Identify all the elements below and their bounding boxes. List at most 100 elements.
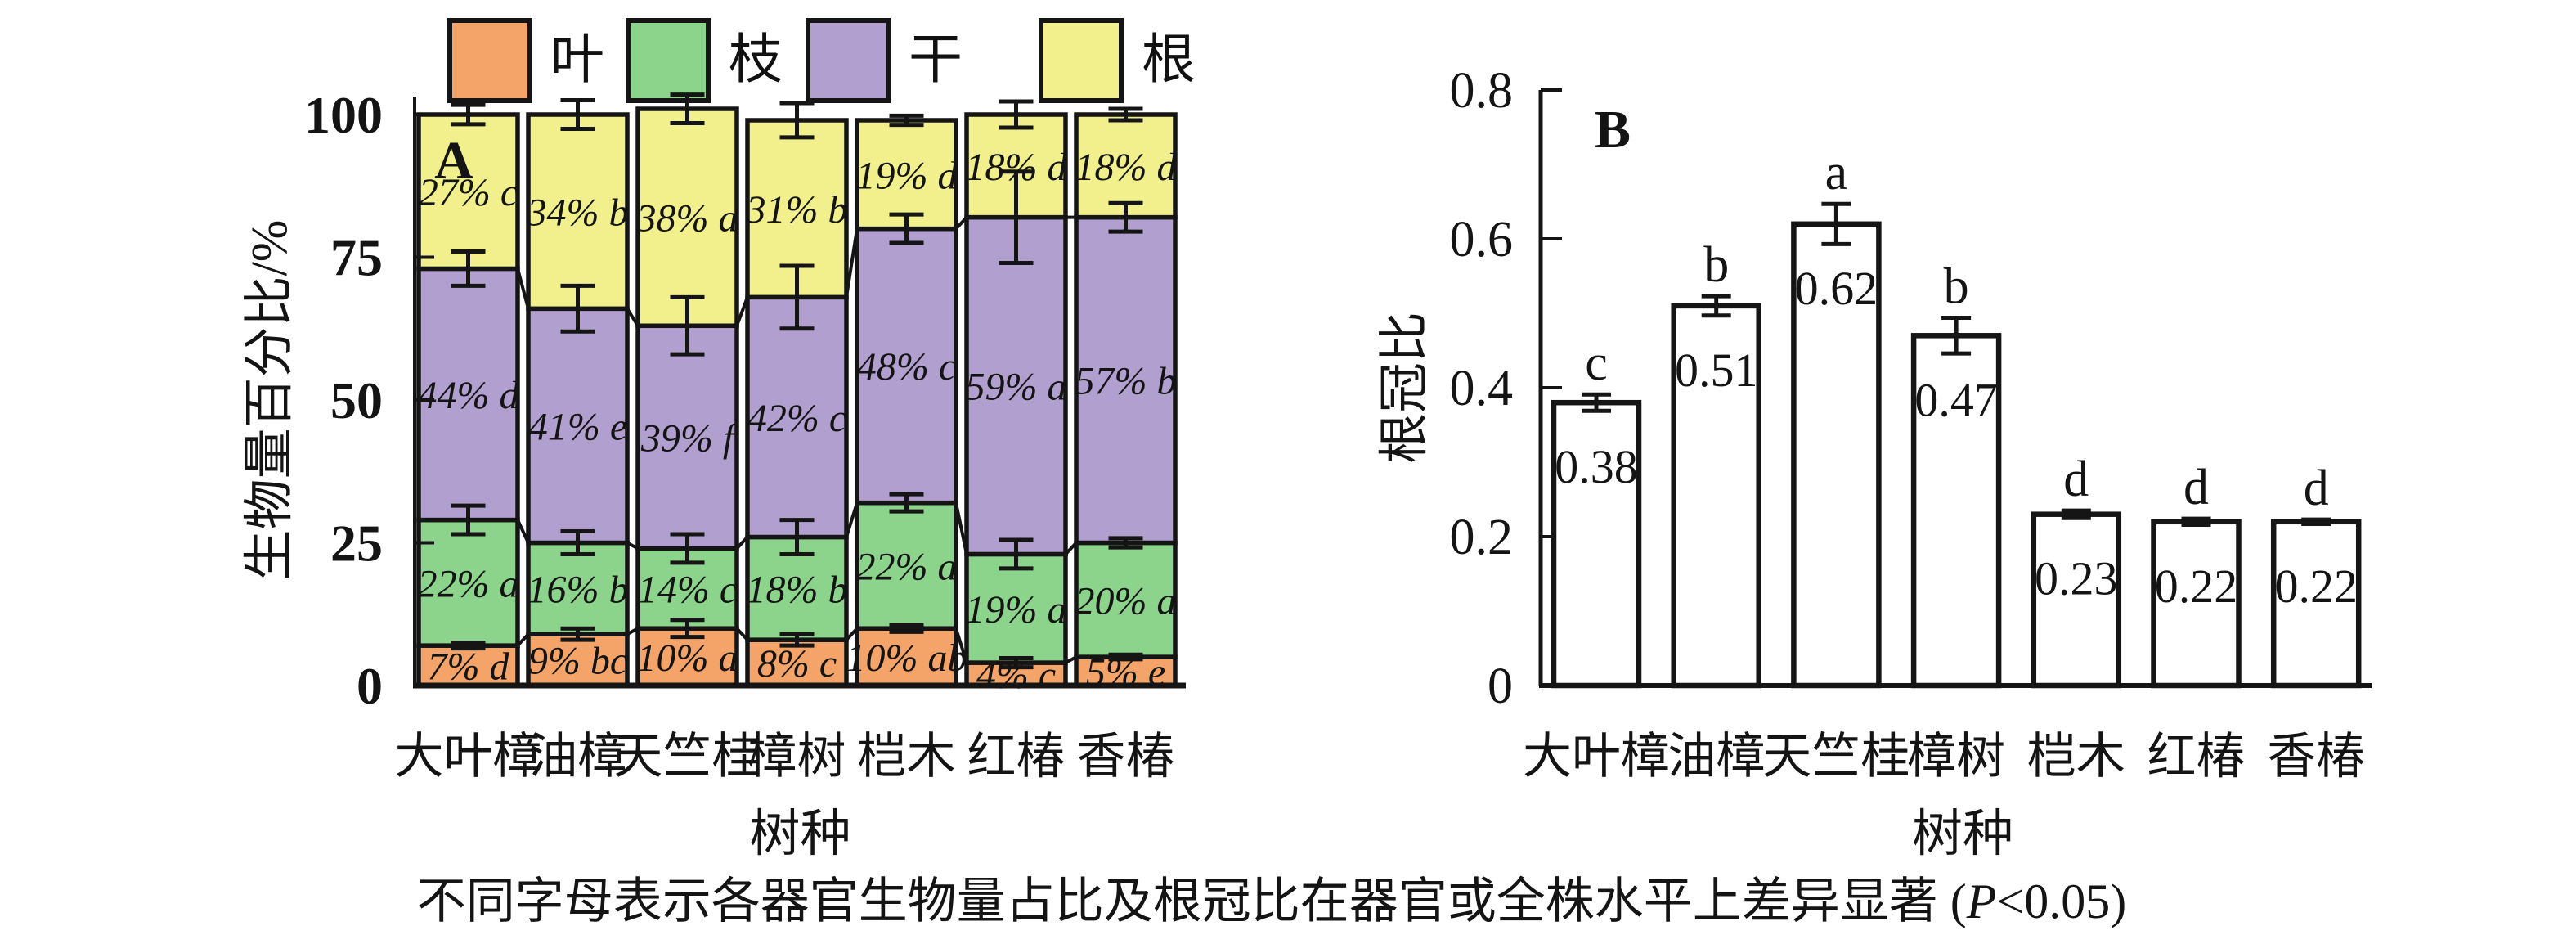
error-bar: [670, 618, 705, 640]
segment-connector: [735, 536, 749, 550]
segment-label: 16% b: [527, 568, 629, 611]
segment-connector: [954, 216, 968, 230]
segment-label: 22% a: [418, 562, 519, 605]
x-category-label: 油樟: [529, 730, 627, 784]
segment-label: 48% c: [857, 345, 956, 389]
error-bar: [670, 92, 705, 125]
y-tick-label: 0: [357, 657, 383, 715]
y-tick-label: 75: [330, 229, 383, 287]
error-bar: [451, 503, 486, 537]
error-bar: [889, 492, 924, 514]
caption-text: 不同字母表示各器官生物量占比及根冠比在器官或全株水平上差异显著 (: [416, 874, 1967, 928]
error-bar: [1821, 201, 1851, 246]
segment-label: 9% bc: [528, 640, 627, 683]
x-category-label: 樟树: [748, 730, 846, 784]
significance-letter: b: [1944, 258, 1969, 314]
segment-label: 18% d: [1075, 146, 1178, 189]
segment-label: 41% e: [528, 405, 627, 448]
legend-swatch-leaf: [447, 18, 532, 103]
error-bar: [1108, 536, 1143, 550]
segment-connector: [954, 502, 968, 555]
bar-value-label: 0.47: [1914, 373, 1998, 426]
caption-p-symbol: P: [1966, 874, 1997, 928]
segment-label: 44% d: [418, 374, 520, 417]
error-bar: [451, 641, 486, 651]
x-category-label: 天竺桂: [614, 730, 761, 784]
bar: [2270, 519, 2362, 689]
segment-label: 34% b: [527, 191, 629, 235]
y-tick-label: 0.6: [1450, 212, 1514, 267]
segment-label: 7% d: [428, 645, 510, 689]
legend-item-root: 根: [1039, 18, 1196, 103]
segment-label: 19% d: [856, 154, 958, 197]
bar-value-label: 0.23: [2035, 552, 2118, 605]
significance-letter: a: [1825, 145, 1848, 200]
segment-connector: [1065, 655, 1077, 664]
panel-b-bar-chart: 0 0.2 0.4 0.6 0.8 根冠比 B 0.38 c 0.51 b 0.62 a 0.47 b 0.2…: [1377, 63, 2372, 862]
x-axis-title: 树种: [1912, 807, 2013, 862]
x-category-label: 桤木: [858, 730, 956, 784]
error-bar: [2061, 508, 2091, 520]
bar-segment: [964, 551, 1068, 665]
y-tick-label: 0.8: [1450, 63, 1514, 119]
segment-label: 42% c: [747, 397, 846, 440]
legend-item-leaf: 叶: [447, 18, 604, 103]
error-bar: [889, 113, 924, 128]
segment-label: 22% a: [856, 545, 958, 588]
segment-label: 31% b: [746, 188, 848, 232]
error-bar: [2301, 517, 2331, 527]
bar-value-label: 0.38: [1555, 440, 1638, 493]
x-category-label: 香椿: [2267, 730, 2365, 784]
segment-label: 39% f: [640, 416, 738, 460]
segment-connector: [845, 228, 859, 298]
x-category-label: 红椿: [2147, 730, 2246, 784]
y-tick-label: 100: [304, 86, 383, 144]
caption-p-value: <0.05): [1996, 874, 2127, 928]
legend-swatch-branch: [626, 18, 711, 103]
error-bar: [560, 529, 595, 556]
segment-label: 10% a: [637, 636, 738, 680]
significance-letter: d: [2304, 461, 2329, 516]
segment-label: 19% a: [966, 588, 1067, 632]
legend-swatch-trunk: [806, 18, 891, 103]
x-category-label: 桤木: [2027, 730, 2125, 784]
segment-label: 10% ab: [846, 636, 967, 680]
error-bar: [451, 249, 486, 288]
segment-connector: [516, 519, 530, 544]
error-bar: [1108, 652, 1143, 662]
error-bar: [999, 655, 1034, 670]
legend-label-leaf: 叶: [550, 30, 604, 90]
bar-value-label: 0.51: [1675, 344, 1758, 397]
segment-label: 8% c: [757, 642, 837, 686]
bar: [1551, 399, 1642, 689]
bar: [1910, 333, 2002, 689]
y-tick-label: 25: [330, 515, 383, 573]
error-bar: [889, 623, 924, 634]
legend-swatch-root: [1039, 18, 1124, 103]
error-bar: [779, 101, 815, 140]
error-bar: [451, 102, 486, 127]
segment-connector: [626, 308, 640, 327]
error-bar: [670, 294, 705, 357]
segment-label: 18% d: [966, 146, 1068, 189]
x-category-label: 大叶樟: [395, 730, 542, 784]
x-category-label: 大叶樟: [1523, 730, 1670, 784]
error-bar: [1701, 294, 1731, 318]
error-bar: [560, 283, 595, 334]
segment-connector: [845, 627, 859, 641]
segment-label: 27% c: [419, 171, 518, 214]
y-axis-title: 根冠比: [1377, 312, 1433, 464]
segment-connector: [735, 296, 749, 326]
panel-label-a: A: [434, 131, 473, 191]
segment-label: 4% c: [976, 654, 1056, 697]
x-category-label: 油樟: [1667, 730, 1766, 784]
bar: [1671, 303, 1761, 689]
y-axis-title: 生物量百分比/%: [242, 220, 298, 581]
chart-legend: 叶 枝 干 根: [0, 0, 1308, 106]
bar-segment: [855, 500, 958, 631]
significance-letter: c: [1585, 335, 1608, 391]
bar-segment: [416, 266, 520, 523]
error-bar: [1941, 315, 1972, 356]
error-bar: [889, 212, 924, 245]
error-bar: [999, 537, 1034, 571]
